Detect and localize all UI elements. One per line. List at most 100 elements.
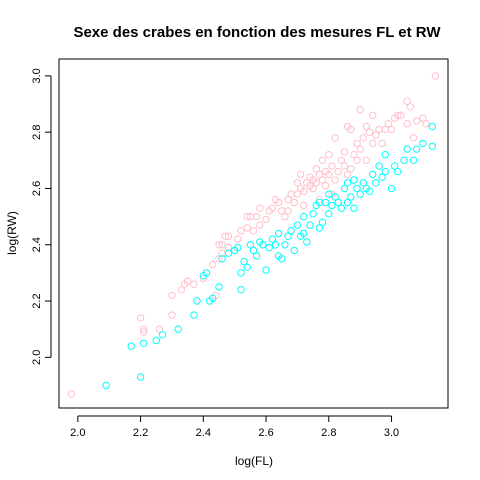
data-point bbox=[168, 311, 176, 319]
data-point bbox=[140, 339, 148, 347]
data-point bbox=[193, 297, 201, 305]
x-tick-label: 3.0 bbox=[384, 427, 399, 439]
data-point bbox=[136, 373, 145, 381]
data-point bbox=[337, 156, 345, 165]
data-point bbox=[67, 390, 76, 398]
data-point bbox=[249, 227, 258, 235]
data-point bbox=[378, 139, 386, 148]
data-point bbox=[190, 311, 198, 319]
data-point bbox=[318, 218, 327, 226]
data-point bbox=[234, 235, 242, 243]
data-point bbox=[428, 142, 436, 151]
data-point bbox=[102, 381, 110, 390]
data-point bbox=[356, 106, 364, 114]
data-point bbox=[347, 125, 355, 134]
data-point bbox=[331, 176, 339, 184]
data-point bbox=[221, 232, 230, 241]
data-point bbox=[353, 184, 361, 193]
data-point bbox=[391, 162, 399, 170]
data-point bbox=[328, 162, 336, 170]
data-point bbox=[256, 221, 264, 229]
data-point bbox=[268, 235, 276, 243]
data-point bbox=[237, 269, 245, 277]
data-point bbox=[300, 201, 308, 210]
y-tick-label: 2.4 bbox=[31, 237, 43, 252]
data-point bbox=[290, 246, 298, 255]
data-point bbox=[246, 241, 255, 249]
data-point bbox=[259, 241, 267, 249]
data-point bbox=[403, 97, 411, 105]
data-point bbox=[365, 187, 374, 196]
data-point bbox=[337, 204, 345, 212]
y-tick-label: 2.2 bbox=[31, 293, 43, 308]
data-point bbox=[359, 179, 367, 187]
data-point bbox=[140, 325, 148, 333]
data-point bbox=[174, 325, 182, 333]
data-point bbox=[190, 280, 198, 288]
data-point bbox=[303, 238, 311, 246]
data-point bbox=[287, 227, 295, 235]
data-point bbox=[340, 162, 349, 170]
data-point bbox=[215, 255, 223, 263]
data-point bbox=[340, 184, 349, 193]
data-point bbox=[347, 165, 355, 173]
data-point bbox=[293, 190, 302, 198]
data-point bbox=[209, 260, 217, 269]
data-point bbox=[400, 156, 408, 165]
data-point bbox=[287, 190, 295, 198]
data-point bbox=[350, 204, 358, 212]
data-point bbox=[403, 120, 411, 128]
data-point bbox=[325, 170, 333, 179]
data-point bbox=[412, 145, 421, 153]
data-point bbox=[343, 170, 352, 179]
data-point bbox=[343, 179, 352, 187]
data-point bbox=[356, 145, 364, 153]
data-point bbox=[312, 179, 320, 187]
data-point bbox=[284, 196, 292, 204]
data-point bbox=[369, 139, 377, 148]
data-point bbox=[315, 196, 324, 204]
data-point bbox=[136, 314, 145, 322]
data-point bbox=[419, 114, 427, 122]
data-point bbox=[322, 182, 330, 190]
y-axis: 2.0 2.2 2.4 2.6 2.8 3.0 bbox=[31, 68, 52, 365]
data-point bbox=[381, 167, 389, 176]
data-point bbox=[431, 72, 440, 80]
data-point bbox=[224, 249, 233, 257]
data-point bbox=[315, 224, 324, 232]
data-point bbox=[252, 252, 261, 260]
data-point bbox=[369, 111, 377, 120]
data-point bbox=[155, 325, 164, 333]
data-point bbox=[343, 198, 352, 207]
data-point bbox=[218, 255, 226, 263]
data-point bbox=[406, 103, 415, 111]
y-axis-label: log(RW) bbox=[5, 211, 19, 255]
data-point bbox=[325, 190, 333, 198]
data-point bbox=[293, 179, 302, 187]
data-point bbox=[224, 232, 233, 241]
y-tick-label: 3.0 bbox=[31, 68, 43, 83]
data-point bbox=[350, 176, 358, 184]
data-point bbox=[274, 229, 283, 238]
data-point bbox=[387, 184, 396, 193]
data-point bbox=[318, 156, 327, 165]
data-point bbox=[127, 342, 135, 350]
data-point bbox=[412, 117, 421, 125]
data-point bbox=[274, 198, 283, 207]
points-layer bbox=[67, 72, 440, 398]
data-point bbox=[331, 193, 339, 201]
data-point bbox=[271, 241, 280, 249]
data-point bbox=[215, 241, 223, 249]
data-point bbox=[240, 257, 248, 266]
data-point bbox=[353, 156, 361, 165]
y-tick-label: 2.8 bbox=[31, 125, 43, 140]
data-point bbox=[347, 193, 355, 201]
data-point bbox=[234, 243, 242, 252]
data-point bbox=[322, 198, 330, 207]
data-point bbox=[365, 128, 374, 136]
x-tick-label: 2.6 bbox=[258, 427, 273, 439]
data-point bbox=[315, 170, 324, 179]
data-point bbox=[281, 241, 289, 249]
data-point bbox=[278, 255, 286, 263]
